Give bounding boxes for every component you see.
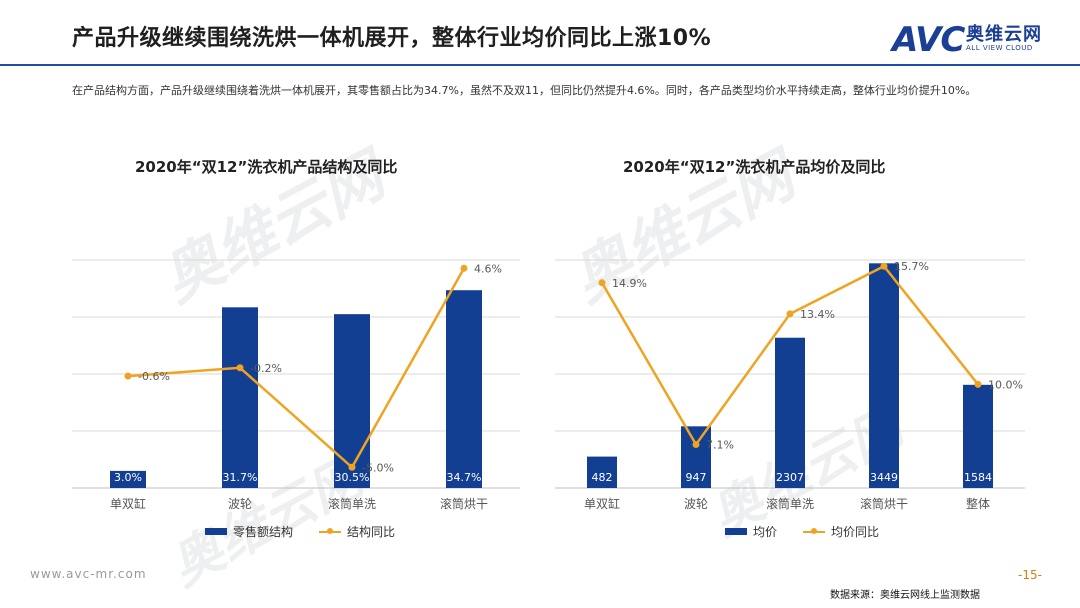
legend-bar-swatch	[725, 528, 747, 535]
legend-line-swatch	[319, 527, 342, 534]
line-series	[127, 267, 466, 470]
x-tick-label: 滚筒烘干	[860, 496, 908, 511]
bar-value-label: 34.7%	[447, 471, 482, 484]
legend-label: 结构同比	[347, 525, 396, 539]
x-tick-label: 整体	[966, 496, 990, 511]
x-tick-label: 滚筒单洗	[766, 496, 814, 511]
line-point	[974, 380, 982, 388]
bar-value-label: 3449	[870, 471, 898, 484]
bar-value-label: 3.0%	[114, 471, 142, 484]
chart2-legend: 均价 均价同比	[725, 523, 879, 540]
bar-value-label: 482	[592, 471, 613, 484]
legend-bar-swatch	[205, 528, 227, 535]
bar	[334, 314, 370, 488]
bar	[222, 307, 258, 488]
bar	[963, 384, 993, 488]
x-tick-label: 单双缸	[110, 496, 146, 511]
header-divider	[0, 64, 1080, 66]
line-value-label: 4.6%	[474, 262, 502, 275]
line-point	[692, 440, 700, 448]
line-value-label: 14.9%	[612, 277, 647, 290]
bar	[587, 456, 617, 488]
legend-label: 均价	[753, 525, 778, 539]
x-tick-label: 滚筒烘干	[440, 496, 488, 511]
data-source: 数据来源：奥维云网线上监测数据	[830, 590, 980, 601]
x-tick-label: 滚筒单洗	[328, 496, 376, 511]
line-value-label: 15.7%	[894, 260, 929, 273]
line-value-label: 13.4%	[800, 308, 835, 321]
chart2-title: 2020年“双12”洗衣机产品均价及同比	[623, 158, 886, 176]
chart1-title: 2020年“双12”洗衣机产品结构及同比	[135, 158, 398, 176]
bar-value-label: 1584	[964, 471, 992, 484]
line-value-label: -0.6%	[138, 370, 170, 383]
page-number: -15-	[1018, 568, 1042, 582]
line-value-label: -5.0%	[362, 461, 394, 474]
line-point	[348, 463, 356, 471]
line-point	[786, 310, 794, 318]
footer-url: www.avc-mr.com	[30, 567, 147, 581]
legend-label: 均价同比	[831, 525, 880, 539]
bar	[869, 263, 899, 488]
page-title: 产品升级继续围绕洗烘一体机展开，整体行业均价同比上涨10%	[72, 26, 712, 51]
bar	[775, 337, 805, 488]
bar	[446, 290, 482, 488]
summary-text: 在产品结构方面，产品升级继续围绕着洗烘一体机展开，其零售额占比为34.7%，虽然…	[72, 84, 977, 97]
brand-logo: AVC 奥维云网 ALL VIEW CLOUD	[892, 18, 1062, 62]
line-point	[460, 264, 468, 272]
x-tick-label: 波轮	[684, 497, 708, 511]
x-tick-label: 波轮	[228, 497, 252, 511]
bar-value-label: 31.7%	[223, 471, 258, 484]
chart1-legend: 零售额结构 结构同比	[205, 523, 395, 540]
bar-value-label: 2307	[776, 471, 804, 484]
line-point	[880, 262, 888, 270]
bar	[110, 470, 146, 488]
line-value-label: 7.1%	[706, 438, 734, 451]
line-point	[598, 279, 606, 287]
bar-value-label: 30.5%	[335, 471, 370, 484]
legend-label: 零售额结构	[233, 525, 294, 539]
logo-mark: AVC	[892, 20, 965, 60]
logo-english-name: ALL VIEW CLOUD	[966, 44, 1033, 52]
x-tick-label: 单双缸	[584, 496, 620, 511]
bar-value-label: 947	[686, 471, 707, 484]
bar	[681, 426, 711, 488]
line-point	[236, 364, 244, 372]
logo-chinese-name: 奥维云网	[966, 24, 1042, 45]
line-point	[124, 372, 132, 380]
line-value-label: 10.0%	[988, 378, 1023, 391]
line-value-label: -0.2%	[250, 362, 282, 375]
legend-line-swatch	[803, 527, 826, 534]
